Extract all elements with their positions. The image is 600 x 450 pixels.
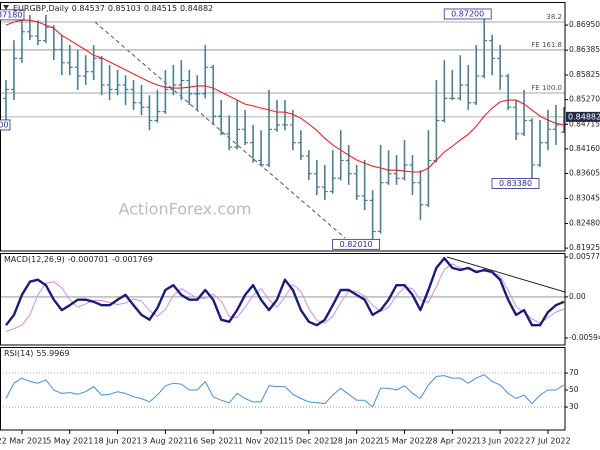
trend-line bbox=[94, 21, 346, 239]
y-tick-label: 0.84715 bbox=[569, 119, 600, 128]
axes: 0.86950 0.86385 0.85825 0.85270 0.84715 0.841… bbox=[0, 20, 600, 446]
moving-average bbox=[5, 19, 565, 173]
indicator-line bbox=[5, 257, 565, 327]
chart-title: EURGBP,Daily bbox=[13, 4, 69, 13]
x-tick-label: 18 Jun 2021 bbox=[94, 437, 142, 446]
indicator-header: RSI(14) 55.9969 bbox=[4, 349, 70, 358]
left-price-box bbox=[0, 119, 11, 131]
x-tick-label: 5 May 2021 bbox=[46, 437, 93, 446]
indicator-line bbox=[5, 374, 565, 408]
indicator-header: MACD(12,26,9) -0.000701 -0.001769 bbox=[4, 255, 153, 264]
header-open: 0.84537 bbox=[72, 4, 105, 13]
y-tick-label: 0.83045 bbox=[569, 193, 600, 202]
indicator-value: 55.9969 bbox=[36, 349, 69, 358]
x-tick-label: 28 Jan 2022 bbox=[333, 437, 381, 446]
y-tick-label: 0.005777 bbox=[569, 252, 600, 261]
y-tick-label: 50 bbox=[569, 385, 579, 394]
watermark: ActionForex.com bbox=[118, 200, 251, 219]
chart-header: EURGBP,Daily 0.84537 0.85103 0.84515 0.84882 bbox=[13, 4, 213, 13]
extreme-box bbox=[443, 8, 492, 20]
y-tick-label: 0.85270 bbox=[569, 95, 600, 104]
x-tick-label: 3 Aug 2021 bbox=[142, 437, 188, 446]
x-tick-label: 13 Jun 2022 bbox=[476, 437, 524, 446]
y-tick-label: 0.81925 bbox=[569, 243, 600, 252]
extreme-box bbox=[332, 238, 381, 250]
x-tick-label: 22 Mar 2021 bbox=[0, 437, 47, 446]
indicator-value: -0.000701 bbox=[68, 255, 109, 264]
x-tick-label: 1 Nov 2021 bbox=[238, 437, 284, 446]
fib-level-label: FE 100.0 bbox=[531, 84, 562, 92]
rsi-frame bbox=[0, 347, 566, 431]
extreme-label: 0.83380 bbox=[499, 179, 532, 188]
left-price-box bbox=[0, 9, 25, 21]
y-tick-label: 0.85825 bbox=[569, 70, 600, 79]
macd-panel bbox=[0, 256, 565, 332]
fib-level-label: 38.2 bbox=[546, 13, 562, 21]
x-tick-label: 15 Mar 2022 bbox=[379, 437, 430, 446]
header-high: 0.85103 bbox=[108, 4, 141, 13]
y-tick-label: 0.83605 bbox=[569, 169, 600, 178]
left-price-label: 00 bbox=[0, 120, 9, 129]
y-tick-label: 0.84160 bbox=[569, 144, 600, 153]
x-tick-label: 16 Sep 2021 bbox=[188, 437, 239, 446]
x-tick-label: 15 Dec 2021 bbox=[283, 437, 334, 446]
indicator-title: RSI(14) bbox=[4, 349, 33, 358]
indicator-title: MACD(12,26,9) bbox=[4, 255, 65, 264]
y-tick-label: 0.86385 bbox=[569, 45, 600, 54]
last-price-box bbox=[566, 111, 600, 122]
extreme-box bbox=[491, 178, 540, 189]
y-tick-label: 0.00 bbox=[569, 292, 586, 301]
y-tick-label: 30 bbox=[569, 402, 579, 411]
x-tick-label: 28 Apr 2022 bbox=[428, 437, 477, 446]
header-low: 0.84515 bbox=[144, 4, 177, 13]
x-tick-label: 27 Jul 2022 bbox=[525, 437, 570, 446]
indicator-value: -0.001769 bbox=[112, 255, 153, 264]
last-price-label: 0.84882 bbox=[568, 112, 600, 121]
y-tick-label: -0.005944 bbox=[569, 333, 600, 342]
price-panel: ActionForex.com 38.2 FE 161.8 FE 100.0 bbox=[0, 13, 565, 245]
header-close: 0.84882 bbox=[180, 4, 213, 13]
fib-level-label: FE 161.8 bbox=[531, 41, 562, 49]
y-tick-label: 0.86950 bbox=[569, 20, 600, 29]
macd-trend-line bbox=[446, 256, 565, 293]
menu-icon bbox=[3, 5, 9, 10]
macd-frame bbox=[0, 253, 566, 346]
left-price-label: 0.87180 bbox=[0, 10, 23, 19]
extreme-label: 0.87200 bbox=[451, 9, 484, 18]
y-tick-label: 0.82480 bbox=[569, 218, 600, 227]
extreme-label: 0.82010 bbox=[340, 240, 373, 249]
rsi-panel bbox=[0, 372, 565, 408]
y-tick-label: 70 bbox=[569, 368, 579, 377]
